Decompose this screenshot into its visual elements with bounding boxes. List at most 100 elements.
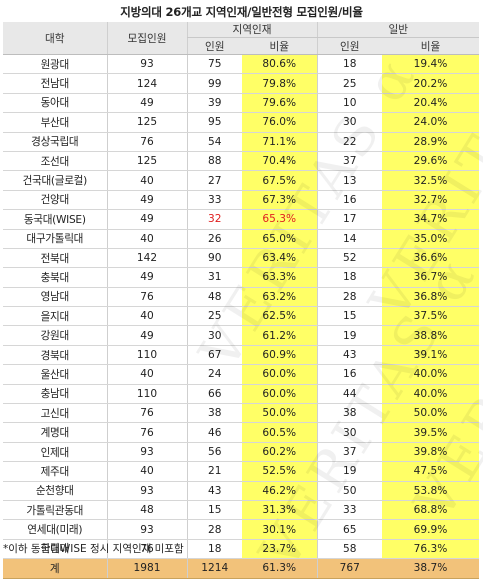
general-count: 37 — [316, 151, 382, 172]
total-regional-ratio: 61.3% — [242, 558, 317, 579]
general-ratio: 53.8% — [382, 481, 479, 501]
general-count: 15 — [316, 306, 382, 327]
regional-ratio: 62.5% — [242, 306, 317, 327]
total-regional-count: 1214 — [186, 558, 242, 579]
table-row: 연세대(미래) 93 28 30.1% 65 69.9% — [3, 519, 479, 540]
general-ratio: 37.5% — [382, 306, 479, 327]
university-name: 경상국립대 — [3, 132, 107, 152]
university-name: 동아대 — [3, 93, 107, 114]
table-row: 동국대(WISE) 49 32 65.3% 17 34.7% — [3, 209, 479, 230]
recruit-total: 40 — [106, 170, 187, 191]
general-count: 37 — [316, 442, 382, 463]
regional-count: 25 — [186, 306, 242, 327]
recruit-total: 49 — [106, 325, 187, 346]
regional-ratio: 65.0% — [242, 229, 317, 249]
table-row: 가톨릭관동대 48 15 31.3% 33 68.8% — [3, 500, 479, 521]
general-count: 38 — [316, 403, 382, 424]
table-row: 경북대 110 67 60.9% 43 39.1% — [3, 345, 479, 366]
general-count: 14 — [316, 229, 382, 249]
regional-ratio: 50.0% — [242, 403, 317, 424]
regional-ratio: 67.5% — [242, 170, 317, 191]
regional-count: 27 — [186, 170, 242, 191]
table-row: 충남대 110 66 60.0% 44 40.0% — [3, 384, 479, 405]
general-count: 65 — [316, 519, 382, 540]
regional-ratio: 60.2% — [242, 442, 317, 463]
general-count: 33 — [316, 500, 382, 521]
university-name: 계명대 — [3, 422, 107, 443]
regional-count: 30 — [186, 325, 242, 346]
recruit-total: 125 — [106, 112, 187, 133]
table-row: 경상국립대 76 54 71.1% 22 28.9% — [3, 132, 479, 152]
regional-ratio: 61.2% — [242, 325, 317, 346]
table-row: 인제대 93 56 60.2% 37 39.8% — [3, 442, 479, 463]
recruit-total: 124 — [106, 73, 187, 94]
university-name: 인제대 — [3, 442, 107, 463]
total-general-ratio: 38.7% — [382, 558, 479, 579]
regional-count: 18 — [186, 539, 242, 560]
general-count: 16 — [316, 364, 382, 385]
general-count: 25 — [316, 73, 382, 94]
general-count: 30 — [316, 112, 382, 133]
general-count: 22 — [316, 132, 382, 152]
regional-count: 48 — [186, 287, 242, 308]
general-ratio: 36.6% — [382, 248, 479, 269]
university-name: 조선대 — [3, 151, 107, 172]
university-name: 충남대 — [3, 384, 107, 405]
regional-ratio: 30.1% — [242, 519, 317, 540]
recruit-total: 76 — [106, 422, 187, 443]
general-ratio: 40.0% — [382, 384, 479, 405]
regional-ratio: 65.3% — [242, 209, 317, 230]
regional-count: 26 — [186, 229, 242, 249]
university-name: 대구가톨릭대 — [3, 229, 107, 249]
table-row: 고신대 76 38 50.0% 38 50.0% — [3, 403, 479, 424]
table-row: 부산대 125 95 76.0% 30 24.0% — [3, 112, 479, 133]
university-name: 가톨릭관동대 — [3, 500, 107, 521]
table-body: 원광대 93 75 80.6% 18 19.4% 전남대 124 99 79.8% 25 20.2% 동… — [3, 54, 479, 579]
general-ratio: 20.4% — [382, 93, 479, 114]
admissions-table: 대학 모집인원 지역인재 일반 인원 비율 인원 비율 원광대 93 75 80.6%… — [3, 22, 479, 579]
table-row: 계명대 76 46 60.5% 30 39.5% — [3, 422, 479, 443]
university-name: 강원대 — [3, 325, 107, 346]
regional-count: 90 — [186, 248, 242, 269]
header-general-ratio: 비율 — [382, 37, 479, 55]
regional-count: 66 — [186, 384, 242, 405]
header-general: 일반 — [316, 22, 479, 38]
header-general-count: 인원 — [316, 37, 382, 55]
university-name: 울산대 — [3, 364, 107, 385]
regional-ratio: 63.4% — [242, 248, 317, 269]
footnote: *이하 동국대WISE 정시 지역인재 미포함 — [3, 543, 184, 555]
general-count: 50 — [316, 481, 382, 501]
university-name: 순천향대 — [3, 481, 107, 501]
regional-count: 39 — [186, 93, 242, 114]
regional-ratio: 52.5% — [242, 461, 317, 482]
total-general-count: 767 — [316, 558, 382, 579]
regional-count: 31 — [186, 267, 242, 288]
general-ratio: 69.9% — [382, 519, 479, 540]
regional-ratio: 46.2% — [242, 481, 317, 501]
table-row: 을지대 40 25 62.5% 15 37.5% — [3, 306, 479, 327]
general-count: 17 — [316, 209, 382, 230]
regional-ratio: 67.3% — [242, 190, 317, 211]
recruit-total: 142 — [106, 248, 187, 269]
regional-count: 15 — [186, 500, 242, 521]
general-ratio: 39.1% — [382, 345, 479, 366]
recruit-total: 93 — [106, 442, 187, 463]
regional-count: 67 — [186, 345, 242, 366]
university-name: 고신대 — [3, 403, 107, 424]
general-ratio: 20.2% — [382, 73, 479, 94]
general-count: 10 — [316, 93, 382, 114]
general-ratio: 38.8% — [382, 325, 479, 346]
table-row: 건국대(글로컬) 40 27 67.5% 13 32.5% — [3, 170, 479, 191]
general-ratio: 19.4% — [382, 54, 479, 75]
general-ratio: 29.6% — [382, 151, 479, 172]
general-count: 19 — [316, 461, 382, 482]
general-count: 18 — [316, 54, 382, 75]
table-row: 울산대 40 24 60.0% 16 40.0% — [3, 364, 479, 385]
general-ratio: 76.3% — [382, 539, 479, 560]
university-name: 을지대 — [3, 306, 107, 327]
regional-ratio: 31.3% — [242, 500, 317, 521]
regional-ratio: 80.6% — [242, 54, 317, 75]
university-name: 경북대 — [3, 345, 107, 366]
regional-count: 24 — [186, 364, 242, 385]
regional-count: 75 — [186, 54, 242, 75]
